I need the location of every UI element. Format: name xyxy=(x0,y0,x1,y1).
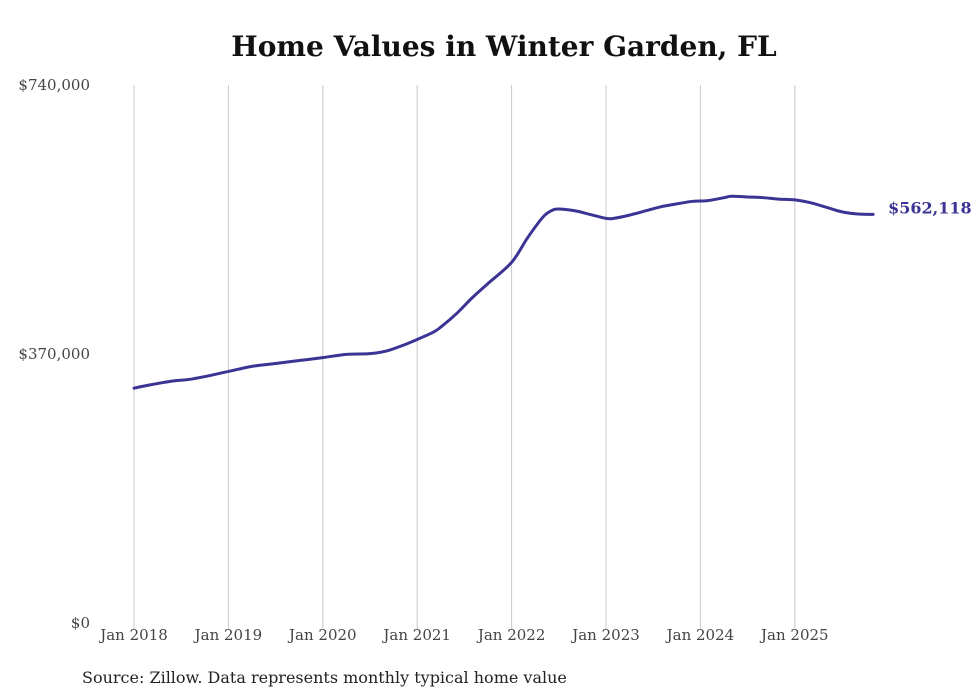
series-line-0 xyxy=(132,194,875,390)
x-tick-label: Jan 2021 xyxy=(381,626,451,644)
series-lines xyxy=(132,194,875,390)
x-tick-label: Jan 2020 xyxy=(287,626,357,644)
x-axis-ticks: Jan 2018 Jan 2019 Jan 2020 Jan 2021 Jan 2022… xyxy=(98,626,828,644)
source-note: Source: Zillow. Data represents monthly … xyxy=(82,668,567,687)
x-tick-label: Jan 2025 xyxy=(759,626,829,644)
x-tick-label: Jan 2023 xyxy=(570,626,640,644)
end-labels: $562,118 xyxy=(888,198,972,217)
grid-lines xyxy=(133,85,796,629)
x-tick-label: Jan 2019 xyxy=(193,626,263,644)
chart-title: Home Values in Winter Garden, FL xyxy=(231,30,777,63)
y-tick-label: $0 xyxy=(71,614,90,632)
y-tick-label: $370,000 xyxy=(18,345,90,363)
x-tick-label: Jan 2018 xyxy=(98,626,168,644)
y-axis-ticks: $0 $370,000 $740,000 xyxy=(18,76,90,632)
series-end-label: $562,118 xyxy=(888,198,972,217)
y-tick-label: $740,000 xyxy=(18,76,90,94)
x-tick-label: Jan 2024 xyxy=(665,626,735,644)
x-tick-label: Jan 2022 xyxy=(476,626,546,644)
